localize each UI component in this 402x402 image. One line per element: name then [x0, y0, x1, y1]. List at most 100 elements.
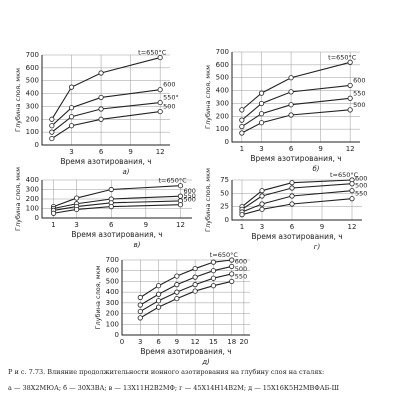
y-tick-label: 200 [216, 112, 229, 120]
x-tick-label: 6 [99, 148, 104, 156]
y-tick-label: 600 [26, 64, 39, 72]
y-tick-label: 100 [26, 205, 39, 213]
y-tick-label: 500 [216, 74, 229, 82]
point [349, 196, 355, 202]
y-tick-label: 700 [26, 51, 39, 59]
point [192, 282, 198, 288]
point [239, 107, 245, 113]
axis [121, 260, 250, 336]
point [157, 99, 163, 106]
point [68, 114, 75, 120]
x-axis-label: Время азотирования, ч [250, 154, 341, 163]
series-line [140, 280, 232, 319]
point [155, 298, 162, 304]
x-tick-label: 6 [156, 338, 161, 346]
point [49, 116, 55, 122]
point [157, 108, 163, 115]
point [258, 100, 265, 107]
x-tick-label: 3 [259, 145, 263, 153]
y-tick-label: 500 [106, 277, 119, 285]
subplot-label: в) [134, 241, 141, 249]
curve-label: 500 [163, 103, 175, 111]
curve-label: 550 [183, 192, 195, 200]
series-line [51, 89, 161, 127]
x-tick-label: 12 [348, 223, 357, 231]
subplot-label: г) [314, 243, 321, 251]
point [98, 70, 104, 76]
y-tick-label: 400 [26, 176, 39, 184]
y-axis-label: Глубина слоя, мкм [14, 167, 22, 231]
x-axis-label: Время азотирования, ч [60, 157, 151, 166]
x-tick-label: 6 [109, 221, 114, 229]
point [98, 94, 104, 101]
point [347, 107, 353, 113]
point [210, 259, 217, 265]
curve-label: t=650°C [328, 53, 357, 61]
x-tick-label: 1 [240, 145, 244, 153]
x-tick-label: 3 [74, 221, 78, 229]
point [347, 59, 353, 65]
point [68, 105, 75, 111]
series-line [51, 57, 161, 120]
axis [231, 52, 360, 143]
y-tick-label: 0 [115, 331, 119, 339]
point [137, 302, 143, 308]
point [157, 87, 163, 93]
point [68, 84, 75, 90]
y-tick-label: 200 [106, 310, 119, 318]
y-tick-label: 0 [225, 138, 229, 146]
point [177, 193, 184, 199]
point [137, 294, 143, 301]
point [229, 271, 235, 277]
x-tick-label: 6 [289, 145, 294, 153]
caption-legend: а — 38Х2МЮА; б — 30Х3ВА; в — 13Х11Н2В2МФ… [8, 384, 340, 392]
y-tick-label: 50 [220, 189, 229, 197]
y-tick-label: 400 [106, 288, 119, 296]
point [174, 295, 180, 302]
series-line [53, 204, 181, 214]
point [229, 257, 235, 263]
x-axis-label: Время азотирования, ч [251, 232, 342, 241]
point [192, 274, 198, 280]
point [49, 135, 55, 142]
point [157, 54, 163, 61]
point [347, 82, 353, 89]
point [259, 188, 265, 194]
x-tick-label: 12 [156, 148, 165, 156]
chart: 0 25 50 75 1 3 6 9 12 Глубина слоя, мкм Время азот… [204, 168, 367, 251]
series-line [139, 259, 232, 298]
curve-label: 550 [235, 272, 247, 280]
y-tick-label: 200 [26, 195, 39, 203]
y-axis-label: Глубина слоя, мкм [204, 65, 212, 129]
curve-label: 600 [235, 257, 247, 265]
y-tick-label: 200 [26, 115, 39, 123]
y-tick-label: 0 [35, 214, 39, 222]
curve-label: t=650°C [210, 251, 239, 259]
point [288, 75, 294, 81]
series-line [51, 102, 161, 133]
curve-label: 600 [163, 81, 175, 89]
y-tick-label: 700 [216, 48, 229, 56]
point [289, 180, 295, 186]
point [210, 275, 217, 281]
series-line [241, 190, 353, 213]
curve-label: 500 [355, 182, 367, 190]
x-tick-label: 0 [120, 338, 124, 346]
point [259, 201, 265, 207]
point [259, 206, 265, 212]
x-tick-label: 9 [128, 148, 132, 156]
series-line [53, 185, 181, 208]
series-line [241, 183, 353, 210]
point [174, 282, 180, 288]
curve-label: t=650°C [138, 49, 167, 57]
point [49, 129, 55, 135]
point [289, 193, 295, 199]
point [137, 308, 143, 315]
curve-label: 500 [235, 265, 247, 273]
point [288, 89, 294, 95]
curve-label: 600 [353, 76, 365, 84]
point [174, 273, 180, 279]
point [258, 120, 265, 126]
point [98, 106, 104, 112]
x-tick-label: 9 [318, 145, 322, 153]
